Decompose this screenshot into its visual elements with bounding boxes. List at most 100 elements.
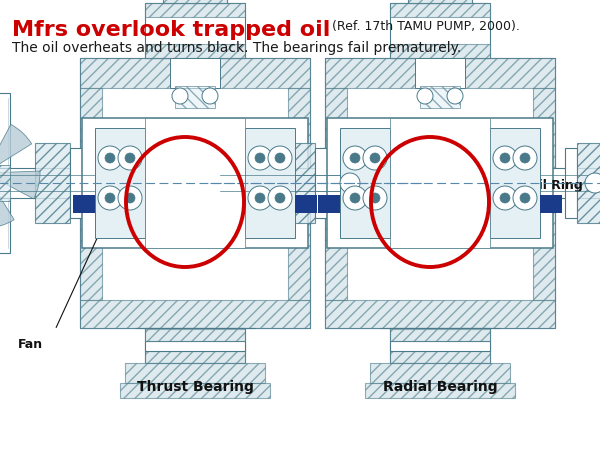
Bar: [318, 195, 340, 213]
Circle shape: [343, 146, 367, 170]
Text: The oil overheats and turns black. The bearings fail prematurely.: The oil overheats and turns black. The b…: [12, 41, 461, 55]
Circle shape: [255, 153, 265, 163]
Wedge shape: [0, 173, 14, 228]
Bar: [367, 143, 422, 223]
Bar: [245, 128, 295, 238]
Bar: [325, 58, 555, 88]
Bar: [288, 88, 310, 300]
Bar: [390, 341, 490, 351]
Text: Oil Ring: Oil Ring: [528, 179, 583, 192]
Bar: [0, 165, 10, 201]
Circle shape: [125, 193, 135, 203]
Bar: [80, 300, 310, 328]
Bar: [280, 143, 315, 223]
Circle shape: [493, 186, 517, 210]
Bar: [390, 44, 490, 58]
Circle shape: [248, 186, 272, 210]
Circle shape: [520, 193, 530, 203]
Circle shape: [98, 186, 122, 210]
Bar: [533, 88, 555, 300]
Circle shape: [98, 146, 122, 170]
Text: Fan: Fan: [18, 338, 43, 351]
Circle shape: [275, 193, 285, 203]
Circle shape: [500, 193, 510, 203]
Circle shape: [118, 186, 142, 210]
Circle shape: [370, 193, 380, 203]
Bar: [390, 118, 490, 248]
Circle shape: [105, 193, 115, 203]
Circle shape: [585, 173, 600, 193]
Bar: [0, 93, 10, 253]
Bar: [370, 363, 510, 383]
Bar: [340, 128, 390, 238]
Text: Radial Bearing: Radial Bearing: [383, 380, 497, 394]
Circle shape: [275, 153, 285, 163]
Bar: [390, 329, 490, 341]
Circle shape: [172, 88, 188, 104]
Circle shape: [350, 153, 360, 163]
Bar: [320, 148, 332, 218]
Bar: [170, 58, 220, 88]
Circle shape: [363, 186, 387, 210]
Circle shape: [520, 153, 530, 163]
Bar: [565, 148, 577, 218]
Bar: [80, 58, 310, 88]
Bar: [95, 128, 145, 238]
Bar: [145, 3, 245, 58]
Bar: [540, 195, 562, 213]
Text: Thrust Bearing: Thrust Bearing: [137, 380, 253, 394]
Bar: [420, 86, 460, 108]
Bar: [408, 0, 472, 3]
Bar: [390, 351, 490, 363]
Circle shape: [350, 193, 360, 203]
Bar: [145, 44, 245, 58]
Bar: [220, 168, 600, 198]
Circle shape: [500, 153, 510, 163]
Bar: [163, 0, 227, 3]
Bar: [0, 168, 415, 198]
Circle shape: [125, 153, 135, 163]
Bar: [145, 328, 245, 363]
Bar: [365, 383, 515, 398]
Text: Mfrs overlook trapped oil: Mfrs overlook trapped oil: [12, 20, 331, 40]
Bar: [145, 341, 245, 351]
Bar: [73, 195, 95, 213]
Text: (Ref. 17th TAMU PUMP, 2000).: (Ref. 17th TAMU PUMP, 2000).: [328, 20, 520, 33]
Bar: [315, 148, 327, 218]
Bar: [490, 128, 540, 238]
Circle shape: [268, 146, 292, 170]
Bar: [367, 143, 422, 151]
Bar: [145, 351, 245, 363]
Circle shape: [370, 153, 380, 163]
Bar: [145, 118, 245, 248]
Bar: [408, 0, 472, 3]
Circle shape: [363, 146, 387, 170]
Circle shape: [513, 146, 537, 170]
Bar: [325, 300, 555, 328]
Bar: [367, 215, 422, 223]
Bar: [390, 3, 490, 17]
Bar: [295, 195, 317, 213]
Circle shape: [513, 186, 537, 210]
Circle shape: [255, 193, 265, 203]
Bar: [332, 143, 367, 223]
Circle shape: [343, 186, 367, 210]
Bar: [80, 88, 102, 300]
Bar: [577, 143, 600, 223]
Bar: [325, 88, 347, 300]
Circle shape: [340, 173, 360, 193]
Bar: [145, 329, 245, 341]
Bar: [327, 118, 553, 248]
Circle shape: [268, 186, 292, 210]
Bar: [415, 58, 465, 88]
Bar: [175, 86, 215, 108]
Circle shape: [248, 146, 272, 170]
Circle shape: [447, 88, 463, 104]
Bar: [163, 0, 227, 3]
Bar: [35, 143, 70, 223]
Circle shape: [105, 153, 115, 163]
Bar: [325, 58, 555, 328]
Wedge shape: [0, 125, 32, 173]
Bar: [390, 3, 490, 58]
Circle shape: [493, 146, 517, 170]
